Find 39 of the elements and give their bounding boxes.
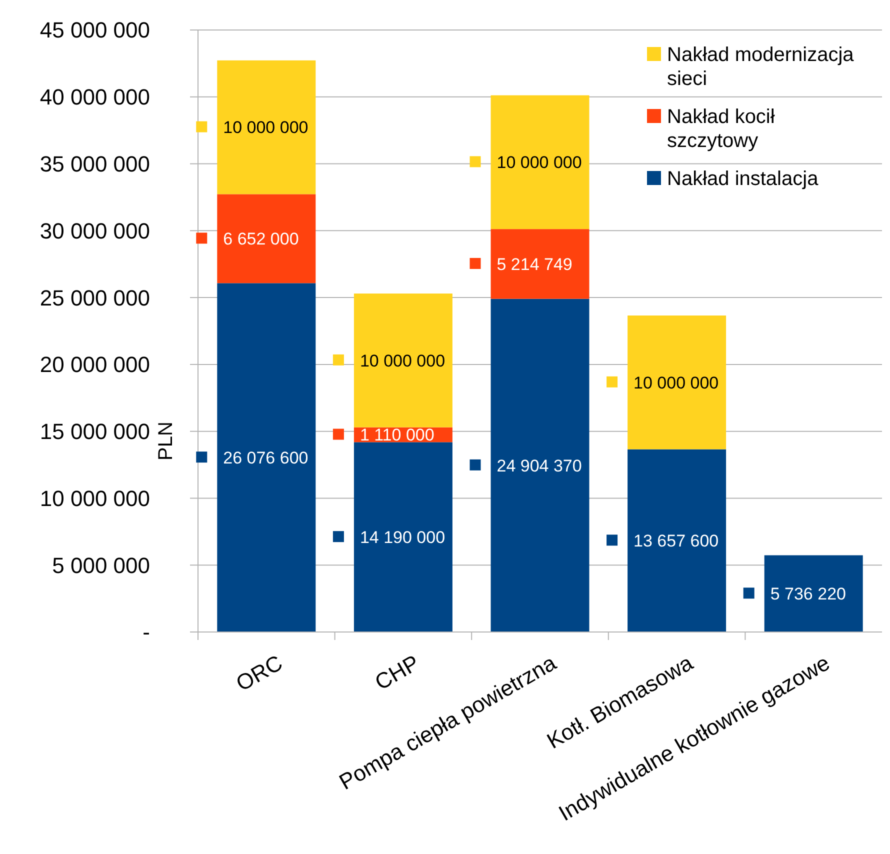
data-label: 10 000 000 [223, 118, 308, 138]
y-tick-label: 20 000 000 [40, 352, 150, 378]
data-label: 14 190 000 [360, 528, 446, 548]
y-tick-label: 35 000 000 [40, 151, 150, 176]
data-label: 1 110 000 [360, 426, 434, 445]
legend-label: Nakład modernizacja sieci [667, 44, 855, 90]
bar [217, 194, 316, 284]
data-label: 6 652 000 [223, 230, 299, 249]
x-tick-label: CHP [370, 650, 424, 695]
bar [354, 442, 452, 632]
bar [490, 298, 590, 632]
bar [490, 229, 590, 299]
bar [628, 449, 726, 632]
data-label: 5 214 749 [496, 254, 572, 274]
data-label: 13 657 600 [634, 532, 719, 551]
legend-label: Nakład kocił szczytowy [667, 106, 776, 152]
y-tick-label: 30 000 000 [40, 218, 150, 244]
y-tick-label: 15 000 000 [40, 419, 150, 444]
y-tick-label: - [142, 620, 150, 645]
data-label: 5 736 220 [770, 584, 846, 604]
y-tick-label: 10 000 000 [40, 486, 150, 511]
x-tick-label: ORC [232, 650, 287, 696]
y-tick-label: 5 000 000 [52, 552, 150, 578]
bar [217, 283, 316, 632]
y-tick-label: 25 000 000 [40, 285, 150, 310]
bar [354, 294, 452, 428]
data-label: 24 904 370 [496, 456, 582, 476]
y-tick-label: 45 000 000 [40, 18, 150, 43]
data-label: 10 000 000 [634, 373, 719, 392]
bar [628, 316, 726, 450]
data-label: 10 000 000 [360, 351, 446, 370]
bar [764, 555, 863, 632]
data-label: 10 000 000 [496, 153, 582, 172]
y-tick-label: 40 000 000 [40, 84, 150, 110]
bar [217, 60, 316, 194]
y-axis-title: PLN [155, 422, 177, 460]
bar [490, 95, 590, 230]
data-label: 26 076 600 [223, 448, 308, 468]
legend-label: Nakład instalacja [667, 168, 820, 190]
